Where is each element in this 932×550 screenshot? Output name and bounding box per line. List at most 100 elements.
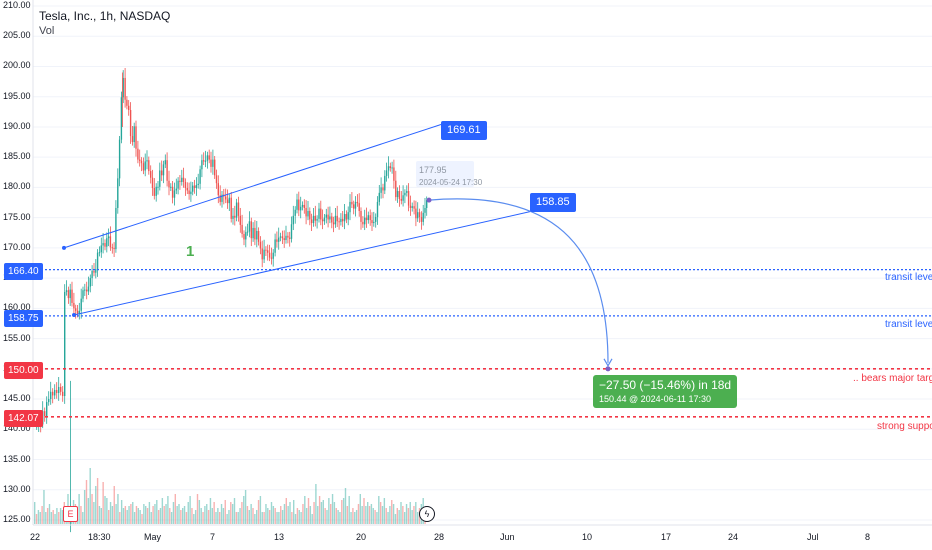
candle-body xyxy=(73,302,75,309)
candle-body xyxy=(285,235,287,241)
candle-body xyxy=(292,215,294,225)
candle-body xyxy=(382,187,384,191)
volume-bar xyxy=(191,508,193,524)
candle-body xyxy=(221,194,223,202)
volume-bar xyxy=(248,510,250,524)
volume-bar xyxy=(268,510,271,524)
candle-body xyxy=(243,233,245,240)
candle-body xyxy=(418,212,421,218)
candle-body xyxy=(334,215,337,225)
volume-bar xyxy=(357,504,360,524)
y-tick-label: 205.00 xyxy=(3,30,31,41)
volume-bar xyxy=(309,506,312,524)
volume-bar xyxy=(154,504,156,524)
y-tick-label: 170.00 xyxy=(3,241,31,252)
y-tick-label: 195.00 xyxy=(3,90,31,101)
candle-body xyxy=(256,230,258,240)
candle-body xyxy=(345,214,348,220)
candle-body xyxy=(360,210,362,222)
candle-body xyxy=(126,99,128,106)
candle-body xyxy=(56,389,58,394)
volume-bar xyxy=(83,490,86,524)
volume-bar xyxy=(311,514,313,524)
volume-bar xyxy=(180,510,182,524)
price-tag-142-07: 142.07 xyxy=(4,410,43,427)
candle-body xyxy=(166,160,168,181)
candle-body xyxy=(279,236,282,238)
volume-bar xyxy=(391,500,393,524)
candle-body xyxy=(58,386,60,394)
x-tick-label: 28 xyxy=(434,532,445,542)
candle-body xyxy=(268,252,271,258)
volume-bar xyxy=(219,512,221,524)
candle-body xyxy=(137,148,139,160)
volume-bar xyxy=(146,508,149,524)
candle-body xyxy=(342,218,344,222)
volume-bar xyxy=(254,514,256,524)
channel-top-tag[interactable]: 169.61 xyxy=(441,121,487,140)
candle-body xyxy=(320,208,322,220)
volume-bar xyxy=(124,506,127,524)
candle-body xyxy=(375,217,377,222)
volume-bar xyxy=(178,504,180,524)
volume-bar xyxy=(315,484,317,524)
candle-body xyxy=(259,241,262,249)
volume-bar xyxy=(126,510,128,524)
candle-body xyxy=(100,245,102,253)
volume-bar xyxy=(313,502,315,524)
candle-body xyxy=(384,175,386,191)
flash-icon[interactable]: ϟ xyxy=(419,506,435,522)
volume-bar xyxy=(95,486,97,524)
volume-bar xyxy=(96,478,99,524)
volume-bar xyxy=(368,506,371,524)
volume-bar xyxy=(272,506,275,524)
volume-bar xyxy=(372,508,374,524)
volume-bar xyxy=(222,508,225,524)
candle-body xyxy=(120,97,123,140)
candle-body xyxy=(393,167,395,181)
channel-bottom-tag[interactable]: 158.85 xyxy=(530,193,576,212)
y-tick-label: 125.00 xyxy=(3,514,31,524)
candle-body xyxy=(252,227,254,239)
candle-body xyxy=(391,167,393,169)
volume-bar xyxy=(346,506,349,524)
candle-body xyxy=(387,166,390,171)
volume-bar xyxy=(104,496,106,524)
candle-body xyxy=(294,209,296,216)
volume-bar xyxy=(363,498,365,524)
candle-body xyxy=(353,204,355,209)
candle-body xyxy=(226,199,229,204)
candle-body xyxy=(133,126,135,143)
volume-bar xyxy=(413,506,415,524)
candle-body xyxy=(98,252,101,254)
candle-body xyxy=(42,411,44,425)
candle-body xyxy=(170,186,172,188)
candle-body xyxy=(343,214,346,222)
candle-body xyxy=(278,237,280,242)
volume-bar xyxy=(361,506,363,524)
x-tick-label: Jul xyxy=(807,532,819,542)
y-tick-label: 140.00 xyxy=(3,423,31,434)
volume-bar xyxy=(174,494,176,524)
tooltip-time: 2024-05-24 17:30 xyxy=(419,178,483,187)
x-tick-label: 20 xyxy=(356,532,367,542)
volume-bar xyxy=(359,494,361,524)
volume-bar xyxy=(169,508,171,524)
earnings-marker[interactable]: E xyxy=(63,506,78,522)
volume-bar xyxy=(416,512,419,524)
volume-bar xyxy=(396,508,398,524)
candle-body xyxy=(426,200,428,208)
x-tick-label: 10 xyxy=(582,532,593,542)
candle-body xyxy=(316,218,318,221)
volume-bar xyxy=(98,506,101,524)
candle-body xyxy=(80,298,82,311)
y-tick-label: 180.00 xyxy=(3,181,31,192)
volume-bar xyxy=(217,508,219,524)
volume-bar xyxy=(193,514,195,524)
volume-bar xyxy=(344,488,347,524)
y-tick-label: 190.00 xyxy=(3,120,31,131)
volume-bar xyxy=(231,504,234,524)
candle-body xyxy=(62,391,64,397)
volume-bar xyxy=(237,512,239,524)
